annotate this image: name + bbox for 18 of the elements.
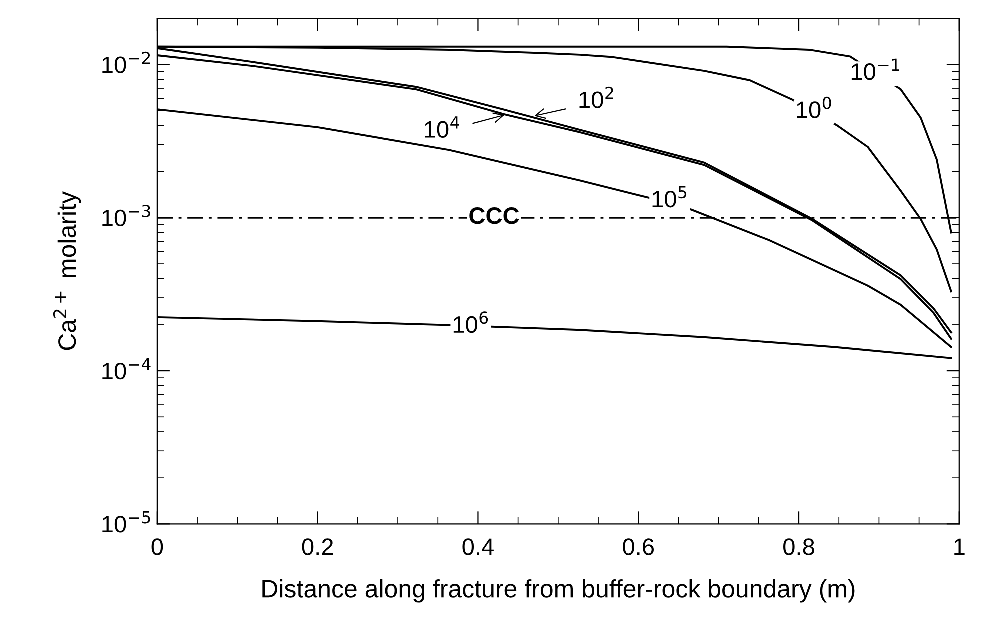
y-tick-label: 10$^{−2}$ [102,52,150,74]
annotation: 10$^{−1}$ [852,58,900,80]
y-tick-label: 10$^{−5}$ [102,511,150,533]
x-tick-label: 0.2 [302,538,334,556]
y-axis-title: Ca$^{2+}$ molarity [53,192,82,350]
annotation: 10$^{6}$ [454,312,488,334]
annotation: 10$^{2}$ [580,86,614,108]
x-tick-label: 0 [152,538,164,556]
x-tick-label: 1 [954,538,965,556]
x-tick-label: 0.6 [623,538,654,556]
annotation: 10$^{4}$ [425,116,460,138]
x-tick-label: 0.4 [462,538,494,556]
annotation: 10$^{5}$ [652,186,687,208]
y-tick-label: 10$^{−3}$ [102,205,150,227]
y-tick-label: 10$^{−4}$ [102,358,151,380]
x-axis-title: Distance along fracture from buffer-rock boundary (m) [262,580,855,603]
x-tick-label: 0.8 [784,538,814,556]
ref-line-label: CCC [470,208,520,224]
